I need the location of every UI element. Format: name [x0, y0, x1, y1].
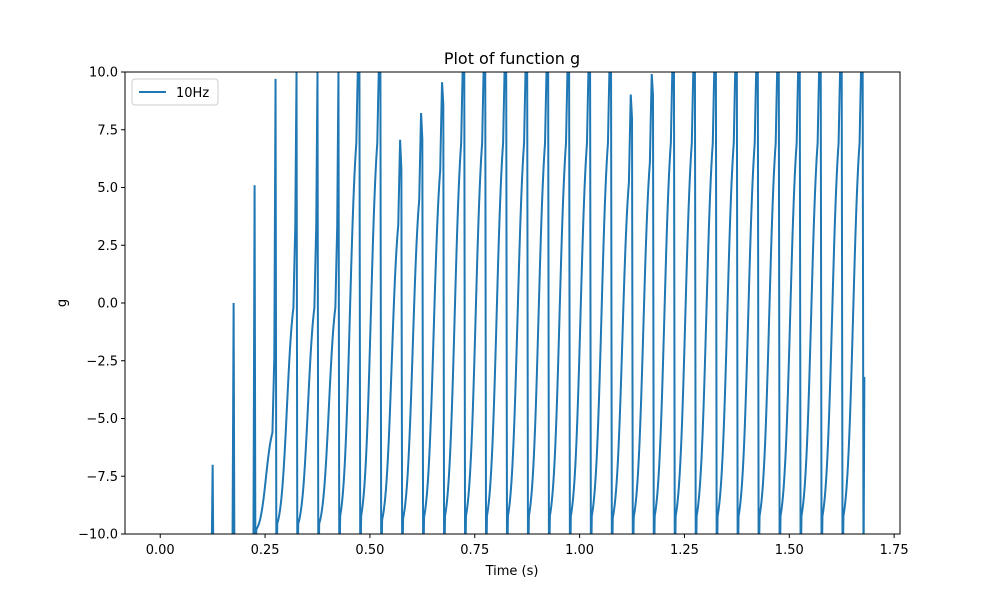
y-tick-label: −7.5 [86, 470, 118, 485]
legend: 10Hz [131, 78, 219, 106]
y-tick-label: 10.0 [89, 66, 118, 81]
x-tick-label: 0.25 [251, 543, 280, 558]
x-tick-label: 1.75 [880, 543, 909, 558]
y-tick-label: −2.5 [86, 354, 118, 369]
y-tick-label: 5.0 [97, 181, 118, 196]
chart-title: Plot of function g [444, 49, 580, 68]
legend-label: 10Hz [176, 86, 209, 101]
y-tick-label: −5.0 [86, 412, 118, 427]
y-tick-label: 7.5 [97, 123, 118, 138]
x-tick-label: 1.25 [670, 543, 699, 558]
x-tick-label: 0.00 [146, 543, 175, 558]
y-tick-label: 2.5 [97, 239, 118, 254]
x-tick-label: 1.50 [775, 543, 804, 558]
series-line-10hz [210, 72, 866, 534]
y-axis-title: g [55, 299, 70, 307]
x-tick-label: 0.75 [460, 543, 489, 558]
x-tick-label: 1.00 [565, 543, 594, 558]
x-axis-title: Time (s) [485, 564, 539, 579]
y-tick-label: 0.0 [97, 297, 118, 312]
x-tick-label: 0.50 [355, 543, 384, 558]
x-axis: 0.00 0.25 0.50 0.75 1.00 1.25 1.50 1.75 [146, 534, 909, 558]
legend-box [131, 78, 219, 106]
plot-area [210, 72, 866, 534]
y-axis: −10.0 −7.5 −5.0 −2.5 0.0 2.5 5.0 7.5 10.0 [78, 66, 125, 543]
y-tick-label: −10.0 [78, 528, 118, 543]
